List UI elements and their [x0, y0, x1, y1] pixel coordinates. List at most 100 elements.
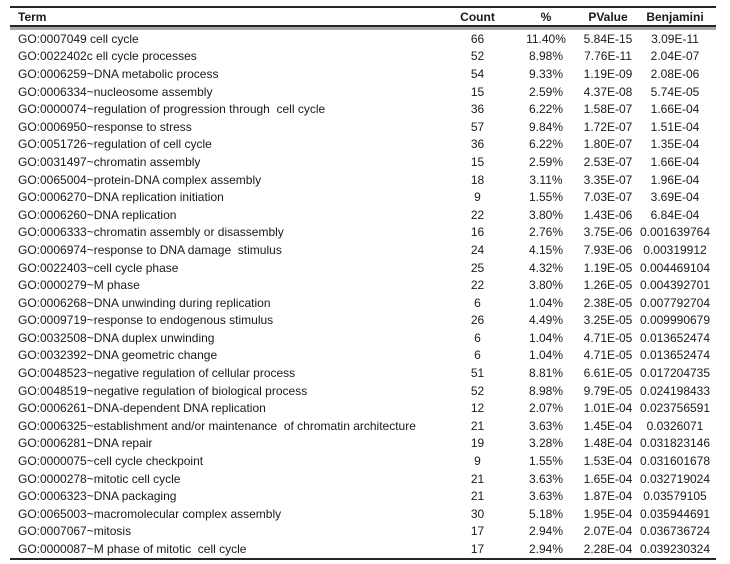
cell-term: GO:0006261~DNA-dependent DNA replication [18, 401, 266, 416]
cell-pvalue: 1.26E-05 [583, 278, 633, 293]
cell-count: 6 [474, 330, 481, 345]
cell-count: 17 [470, 542, 485, 557]
table-row: GO:0000278~mitotic cell cycle 21 3.63% 1.65… [10, 470, 716, 488]
cell-term: GO:0048523~negative regulation of cellul… [18, 366, 296, 381]
cell-percent: 2.76% [528, 225, 564, 240]
cell-benjamini: 0.004392701 [639, 278, 711, 293]
cell-pvalue: 1.95E-04 [583, 506, 633, 521]
cell-percent: 3.11% [529, 172, 563, 187]
cell-benjamini: 0.035944691 [639, 506, 711, 521]
cell-count: 26 [470, 313, 485, 328]
cell-pvalue: 6.61E-05 [583, 366, 633, 381]
cell-benjamini: 0.031823146 [639, 436, 711, 451]
cell-percent: 2.94% [528, 542, 564, 557]
column-header-term: Term [10, 7, 445, 27]
cell-benjamini: 0.03579105 [643, 489, 707, 504]
table-row: GO:0065004~protein-DNA complex assembly 1… [10, 171, 716, 189]
cell-pvalue: 4.71E-05 [583, 348, 633, 363]
table-row: GO:0006334~nucleosome assembly 15 2.59% 4.3… [10, 83, 716, 101]
cell-count: 19 [470, 436, 485, 451]
cell-pvalue: 1.65E-04 [583, 471, 633, 486]
cell-count: 54 [470, 66, 485, 81]
cell-benjamini: 0.031601678 [639, 454, 711, 469]
cell-benjamini: 0.036736724 [639, 524, 711, 539]
cell-percent: 4.15% [528, 242, 564, 257]
cell-pvalue: 1.80E-07 [583, 137, 633, 152]
cell-count: 51 [470, 366, 485, 381]
cell-percent: 4.49% [528, 313, 564, 328]
cell-term: GO:0006333~chromatin assembly or disasse… [18, 225, 284, 240]
cell-benjamini: 6.84E-04 [650, 207, 700, 222]
cell-benjamini: 0.00319912 [643, 242, 707, 257]
cell-term: GO:0006323~DNA packaging [18, 489, 177, 504]
cell-benjamini: 5.74E-05 [650, 84, 700, 99]
cell-term: GO:0009719~response to endogenous stimul… [18, 313, 274, 328]
cell-percent: 3.63% [528, 489, 564, 504]
cell-term: GO:0006268~DNA unwinding during replicat… [18, 295, 271, 310]
cell-count: 21 [470, 418, 485, 433]
cell-percent: 3.80% [528, 207, 564, 222]
header-separator [10, 26, 716, 30]
cell-pvalue: 4.37E-08 [583, 84, 633, 99]
cell-term: GO:0022403~cell cycle phase [18, 260, 179, 275]
cell-term: GO:0048519~negative regulation of biolog… [18, 383, 308, 398]
table-row: GO:0006323~DNA packaging 21 3.63% 1.87E-04 0… [10, 487, 716, 505]
cell-count: 15 [470, 154, 485, 169]
cell-benjamini: 0.0326071 [646, 418, 704, 433]
table-row: GO:0031497~chromatin assembly 15 2.59% 2.53… [10, 153, 716, 171]
cell-percent: 6.22% [528, 102, 564, 117]
cell-percent: 2.94% [528, 524, 564, 539]
cell-pvalue: 2.07E-04 [583, 524, 633, 539]
table-row: GO:0006974~response to DNA damage stimul… [10, 241, 716, 259]
cell-percent: 11.40% [526, 31, 566, 46]
table-row: GO:0006281~DNA repair 19 3.28% 1.48E-04 0.03… [10, 435, 716, 453]
cell-term: GO:0065003~macromolecular complex assemb… [18, 506, 282, 521]
cell-percent: 9.33% [528, 66, 564, 81]
cell-benjamini: 0.032719024 [639, 471, 711, 486]
cell-pvalue: 4.71E-05 [583, 330, 633, 345]
cell-benjamini: 1.35E-04 [650, 137, 700, 152]
cell-pvalue: 1.45E-04 [583, 418, 633, 433]
cell-pvalue: 1.19E-09 [583, 66, 633, 81]
cell-pvalue: 1.48E-04 [583, 436, 633, 451]
cell-pvalue: 1.53E-04 [583, 454, 633, 469]
header-row: Term Count % PValue Benjamini [10, 7, 716, 27]
cell-benjamini: 1.96E-04 [650, 172, 700, 187]
cell-benjamini: 0.023756591 [639, 401, 711, 416]
column-header-percent: % [510, 7, 582, 27]
cell-benjamini: 3.09E-11 [651, 31, 699, 46]
table-row: GO:0022403~cell cycle phase 25 4.32% 1.19E-… [10, 259, 716, 277]
cell-term: GO:0000279~M phase [18, 278, 140, 293]
cell-count: 12 [470, 401, 485, 416]
table-row: GO:0000087~M phase of mitotic cell cycle… [10, 540, 716, 559]
cell-percent: 1.04% [528, 295, 564, 310]
cell-percent: 3.63% [528, 471, 564, 486]
cell-benjamini: 1.66E-04 [650, 102, 700, 117]
table-row: GO:0032392~DNA geometric change 6 1.04% 4.7… [10, 347, 716, 365]
table-row: GO:0032508~DNA duplex unwinding 6 1.04% 4.7… [10, 329, 716, 347]
cell-benjamini: 0.001639764 [639, 225, 711, 240]
cell-pvalue: 2.38E-05 [583, 295, 633, 310]
cell-count: 6 [474, 348, 481, 363]
cell-percent: 1.04% [528, 348, 564, 363]
table-row: GO:0000075~cell cycle checkpoint 9 1.55% 1.… [10, 452, 716, 470]
cell-count: 9 [474, 454, 481, 469]
cell-pvalue: 1.58E-07 [583, 102, 633, 117]
cell-percent: 8.98% [528, 383, 564, 398]
cell-pvalue: 7.93E-06 [583, 242, 633, 257]
table-row: GO:0006259~DNA metabolic process 54 9.33% 1… [10, 65, 716, 83]
cell-percent: 8.98% [528, 49, 564, 64]
cell-pvalue: 1.01E-04 [583, 401, 633, 416]
cell-percent: 2.59% [528, 84, 564, 99]
cell-count: 66 [470, 31, 485, 46]
table-row: GO:0006325~establishment and/or maintena… [10, 417, 716, 435]
cell-term: GO:0006270~DNA replication initiation [18, 190, 224, 205]
cell-term: GO:0006325~establishment and/or maintena… [18, 418, 416, 433]
cell-benjamini: 0.013652474 [639, 348, 711, 363]
cell-benjamini: 0.039230324 [639, 542, 711, 557]
cell-benjamini: 2.04E-07 [650, 49, 700, 64]
cell-term: GO:0006281~DNA repair [18, 436, 153, 451]
cell-pvalue: 3.75E-06 [583, 225, 633, 240]
cell-benjamini: 3.69E-04 [650, 190, 700, 205]
cell-percent: 8.81% [528, 366, 564, 381]
